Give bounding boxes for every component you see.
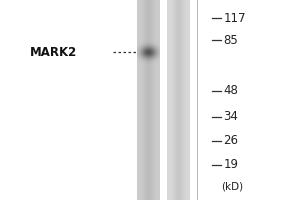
Text: MARK2: MARK2 — [30, 46, 77, 58]
Text: 34: 34 — [224, 110, 238, 123]
Text: 26: 26 — [224, 134, 238, 148]
Text: (kD): (kD) — [221, 181, 244, 191]
Text: 85: 85 — [224, 33, 238, 46]
Text: 48: 48 — [224, 84, 238, 97]
Text: 19: 19 — [224, 158, 238, 171]
Text: 117: 117 — [224, 11, 246, 24]
